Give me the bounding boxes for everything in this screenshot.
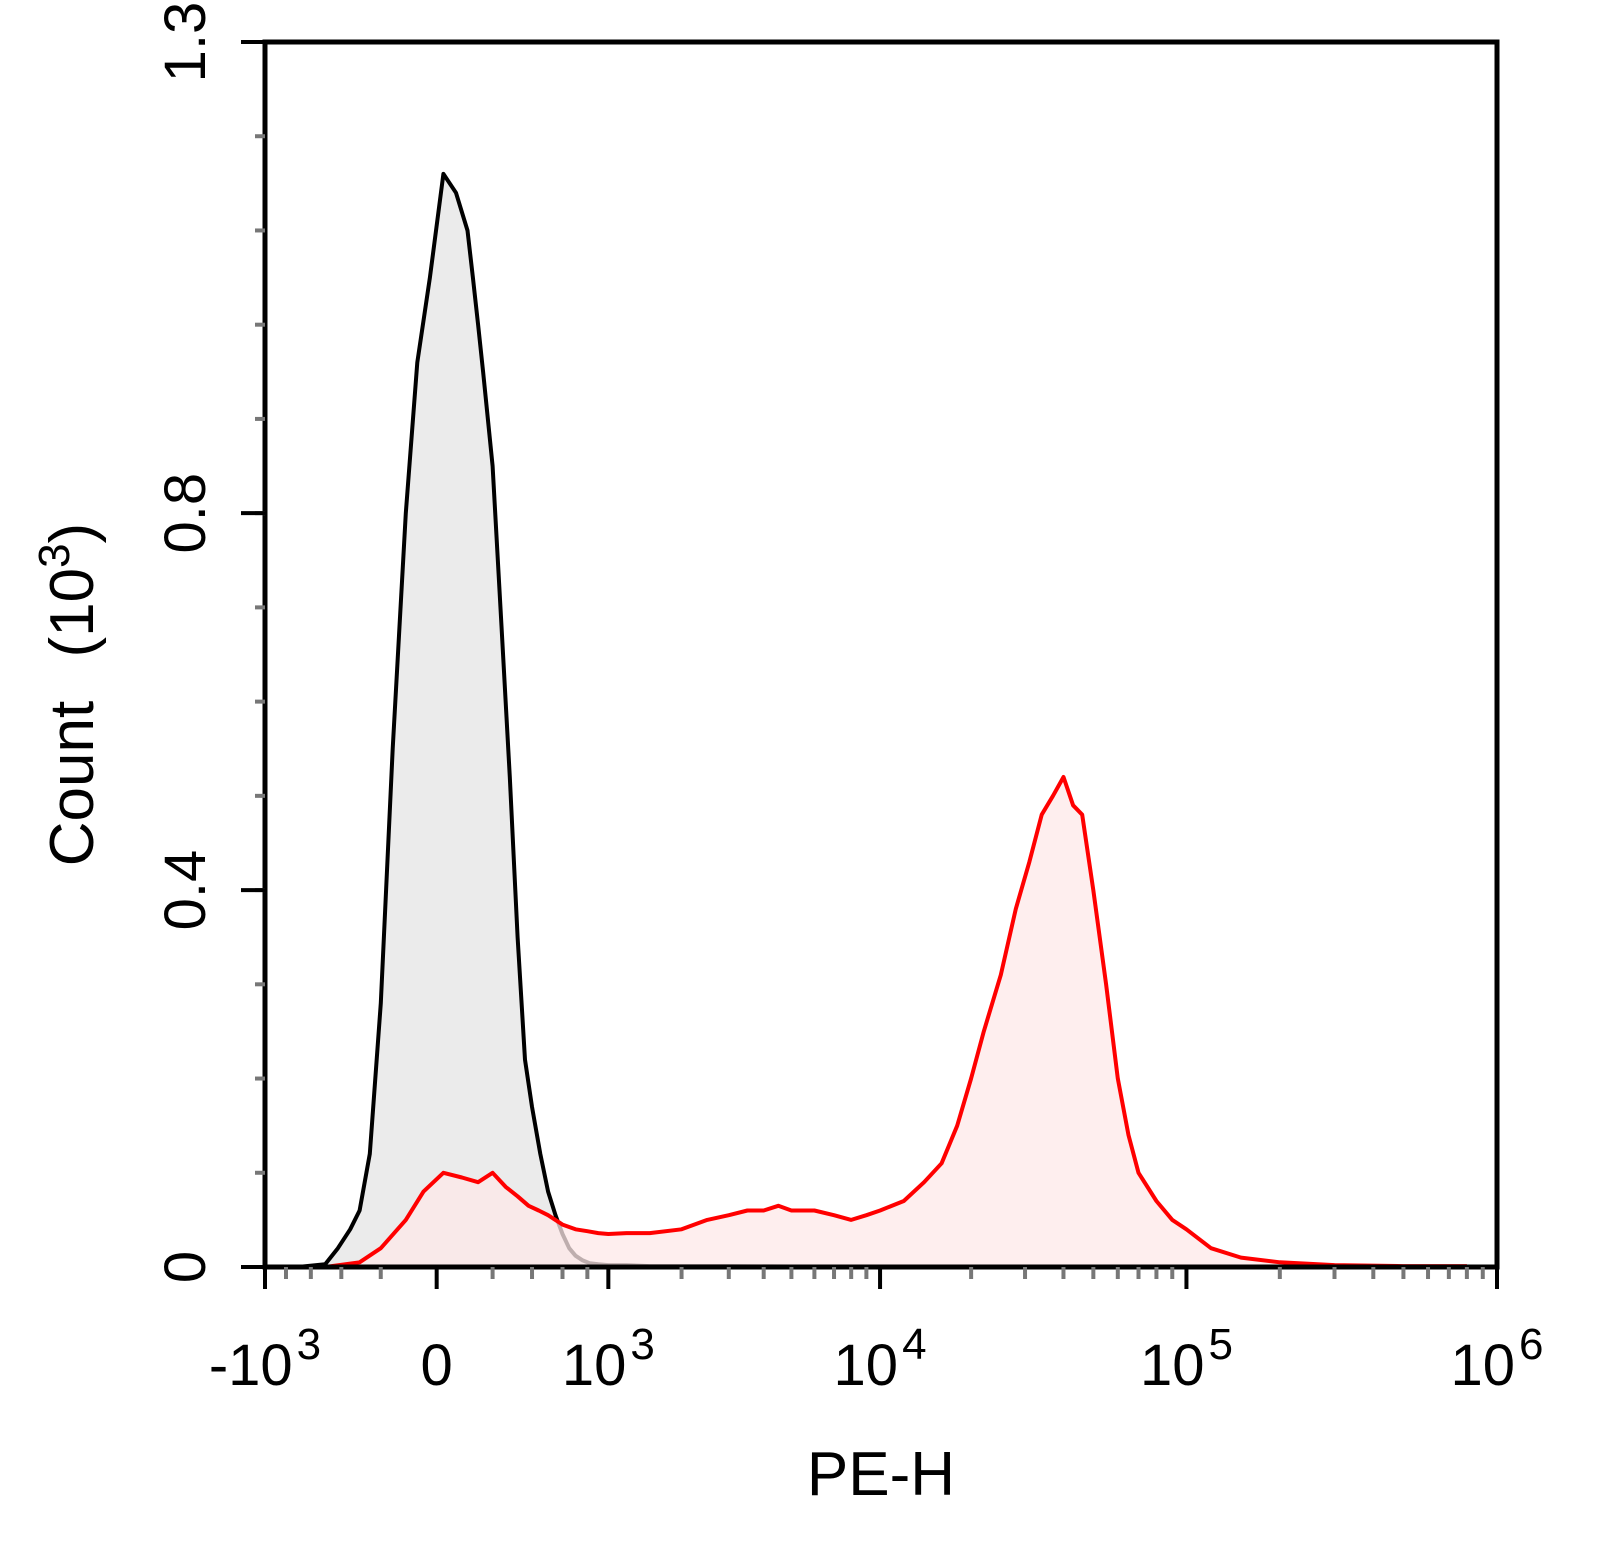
series-2-line xyxy=(324,775,1467,1269)
y-tick-label: 1.3 xyxy=(153,2,218,83)
x-tick-label: 0 xyxy=(421,1333,453,1398)
y-axis-title-label: Count xyxy=(38,701,107,866)
x-axis-title: PE-H xyxy=(807,1440,955,1509)
y-tick-label: 0.4 xyxy=(153,850,218,931)
y-axis-unit-exponent: 3 xyxy=(30,543,79,567)
y-tick-label: 0.8 xyxy=(153,473,218,554)
series-1-area xyxy=(297,173,904,1267)
x-tick-label: 104 xyxy=(834,1320,927,1398)
x-axis: -103 0 103 104 105 106 xyxy=(209,1267,1544,1398)
x-tick-label: 105 xyxy=(1140,1320,1233,1398)
y-tick-label: 0 xyxy=(153,1251,218,1283)
series-layer xyxy=(297,171,1467,1269)
y-axis-title: Count (103) xyxy=(30,523,107,866)
x-tick-label: 103 xyxy=(562,1320,655,1398)
x-tick-label: 106 xyxy=(1451,1320,1544,1398)
series-2-area xyxy=(325,777,1467,1267)
y-axis-unit-base: 10 xyxy=(38,568,107,637)
x-tick-label: -103 xyxy=(209,1320,321,1398)
y-axis: 0 0.4 0.8 1.3 xyxy=(153,2,265,1283)
